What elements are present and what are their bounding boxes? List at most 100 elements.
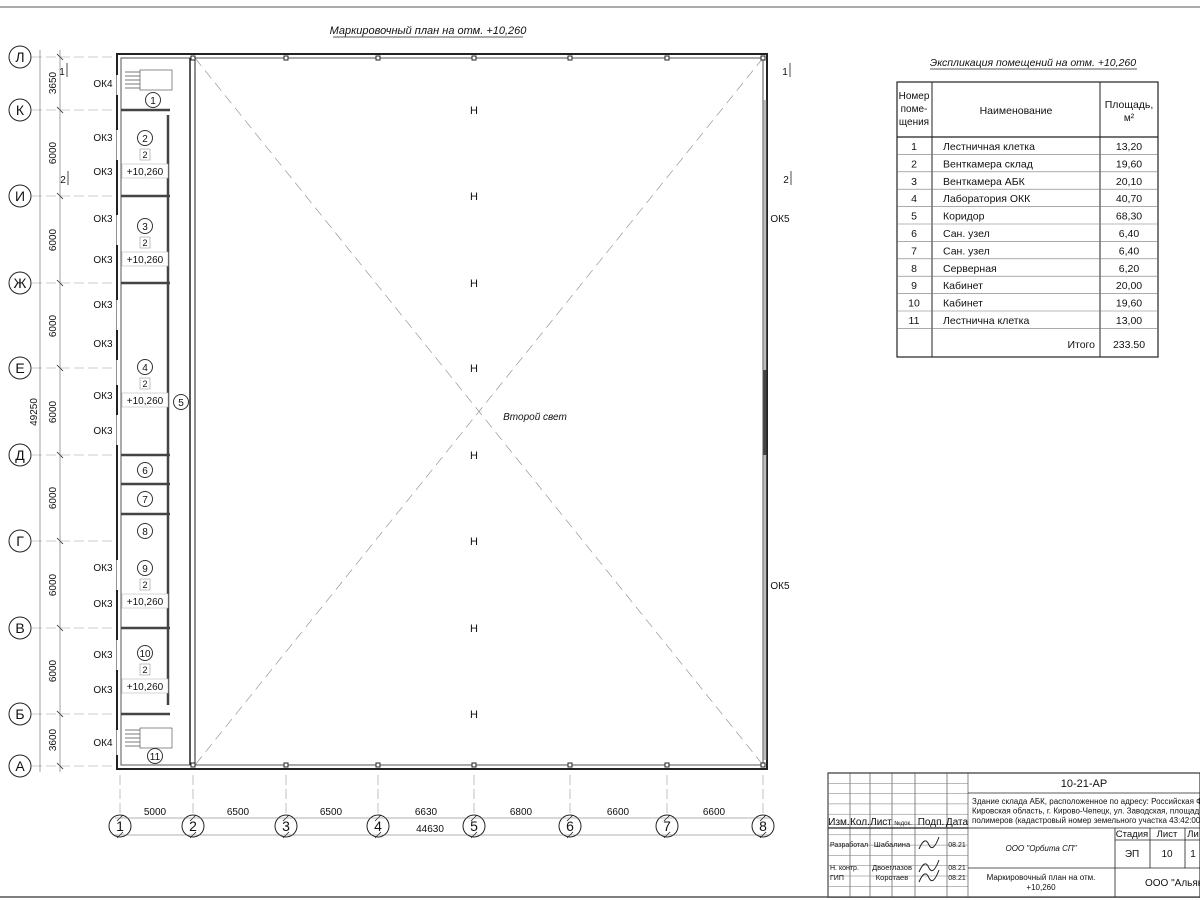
row-dimension: 6000 bbox=[48, 400, 59, 423]
title-block-col-header: Подп. bbox=[918, 817, 945, 828]
column-axis-label: 1 bbox=[116, 818, 124, 834]
room-number-bubble bbox=[137, 491, 153, 507]
column-marker bbox=[190, 762, 196, 768]
section-mark: 2 bbox=[783, 175, 789, 186]
room-number-bubble bbox=[137, 523, 153, 539]
signature-image bbox=[918, 859, 940, 873]
table-cell-name: Сан. узел bbox=[943, 245, 990, 257]
organization: ООО "Орбита СП" bbox=[1005, 844, 1077, 853]
room-number-bubble bbox=[137, 130, 153, 146]
window-label-ok4: ОК4 bbox=[93, 738, 113, 749]
h-marker: H bbox=[470, 709, 478, 721]
room-number-bubble bbox=[137, 560, 153, 576]
row-axis-label: А bbox=[15, 758, 25, 774]
table-header-area-unit: м² bbox=[1124, 113, 1135, 124]
stair-flight bbox=[139, 69, 173, 91]
room-level-value: +10,260 bbox=[127, 682, 164, 693]
table-cell-area: 20,10 bbox=[1116, 176, 1142, 188]
room-floor-value: 2 bbox=[142, 580, 147, 590]
table-cell-name: Коридор bbox=[943, 211, 985, 223]
title-block-col-header: Кол. bbox=[850, 817, 870, 828]
table-cell-area: 68,30 bbox=[1116, 211, 1142, 223]
window-label-ok5: ОК5 bbox=[770, 214, 790, 225]
table-cell-area: 19,60 bbox=[1116, 158, 1142, 170]
table-cell-name: Серверная bbox=[943, 263, 997, 275]
column-axis-label: 8 bbox=[759, 818, 767, 834]
row-dimension: 6000 bbox=[48, 659, 59, 682]
table-header-area: Площадь, bbox=[1105, 99, 1154, 111]
second-light-diagonal bbox=[194, 57, 764, 766]
column-marker bbox=[664, 762, 670, 768]
sheets-label: Ли bbox=[1187, 829, 1199, 840]
room-number-bubble bbox=[147, 748, 163, 764]
room-floor-tag bbox=[139, 663, 151, 676]
drawing-code: 10-21-АР bbox=[1061, 778, 1107, 790]
column-marker bbox=[760, 762, 766, 768]
column-axis-bubble bbox=[751, 814, 775, 838]
column-axis-bubble bbox=[462, 814, 486, 838]
row-axis-bubble bbox=[8, 98, 32, 122]
drawing-name: +10,260 bbox=[1026, 883, 1056, 892]
column-marker bbox=[567, 55, 573, 61]
table-cell-number: 3 bbox=[911, 176, 917, 188]
window-label-ok3: ОК3 bbox=[93, 133, 113, 144]
column-dimension: 5000 bbox=[144, 807, 167, 818]
table-cell-name: Кабинет bbox=[943, 280, 983, 292]
room-number: 3 bbox=[142, 222, 148, 233]
h-marker: H bbox=[470, 105, 478, 117]
room-level-value: +10,260 bbox=[127, 255, 164, 266]
column-marker bbox=[375, 762, 381, 768]
room-number: 5 bbox=[178, 398, 184, 409]
table-header-name: Наименование bbox=[980, 105, 1053, 117]
row-dimension: 3650 bbox=[48, 71, 59, 94]
room-floor-value: 2 bbox=[142, 379, 147, 389]
column-axis-bubble bbox=[366, 814, 390, 838]
room-number: 10 bbox=[139, 649, 151, 660]
title-block-role: Н. контр. bbox=[830, 865, 859, 872]
address-line: полимеров (кадастровый номер земельного … bbox=[972, 816, 1200, 825]
row-axis-label: Ж bbox=[14, 275, 27, 291]
row-axis-bubble bbox=[8, 45, 32, 69]
room-floor-tag bbox=[139, 236, 151, 249]
h-marker: H bbox=[470, 191, 478, 203]
window-label-ok3: ОК3 bbox=[93, 167, 113, 178]
table-cell-area: 19,60 bbox=[1116, 298, 1142, 310]
section-mark: 1 bbox=[59, 67, 65, 78]
table-cell-name: Лаборатория ОКК bbox=[943, 193, 1031, 205]
room-level-tag bbox=[121, 392, 169, 408]
second-light-label: Второй свет bbox=[503, 412, 567, 423]
explication-table bbox=[896, 81, 1159, 358]
table-cell-number: 9 bbox=[911, 280, 917, 292]
column-axis-bubble bbox=[108, 814, 132, 838]
room-number: 9 bbox=[142, 564, 148, 575]
room-level-value: +10,260 bbox=[127, 167, 164, 178]
room-floor-tag bbox=[139, 578, 151, 591]
column-marker bbox=[567, 762, 573, 768]
row-axis-bubble bbox=[8, 184, 32, 208]
row-axis-label: Б bbox=[15, 706, 24, 722]
title-block-name: Коротаев bbox=[876, 873, 908, 882]
row-axis-label: К bbox=[16, 102, 25, 118]
table-cell-number: 2 bbox=[911, 158, 917, 170]
h-marker: H bbox=[470, 623, 478, 635]
table-cell-number: 6 bbox=[911, 228, 917, 240]
company-name: ООО "Альянс bbox=[1145, 878, 1200, 889]
window-label-ok5: ОК5 bbox=[770, 581, 790, 592]
column-total-dimension: 44630 bbox=[416, 824, 444, 835]
stair-flight bbox=[139, 727, 173, 749]
title-block-col-header: №док. bbox=[894, 820, 912, 827]
column-marker bbox=[760, 55, 766, 61]
h-marker: H bbox=[470, 536, 478, 548]
room-level-value: +10,260 bbox=[127, 396, 164, 407]
table-cell-name: Сан. узел bbox=[943, 228, 990, 240]
column-axis-label: 5 bbox=[470, 818, 478, 834]
row-dimension: 3600 bbox=[48, 728, 59, 751]
room-floor-tag bbox=[139, 377, 151, 390]
table-cell-area: 6,40 bbox=[1119, 245, 1140, 257]
table-cell-area: 13,20 bbox=[1116, 141, 1142, 153]
row-axis-bubble bbox=[8, 356, 32, 380]
column-axis-bubble bbox=[274, 814, 298, 838]
room-number: 1 bbox=[150, 96, 156, 107]
window-label-ok3: ОК3 bbox=[93, 685, 113, 696]
